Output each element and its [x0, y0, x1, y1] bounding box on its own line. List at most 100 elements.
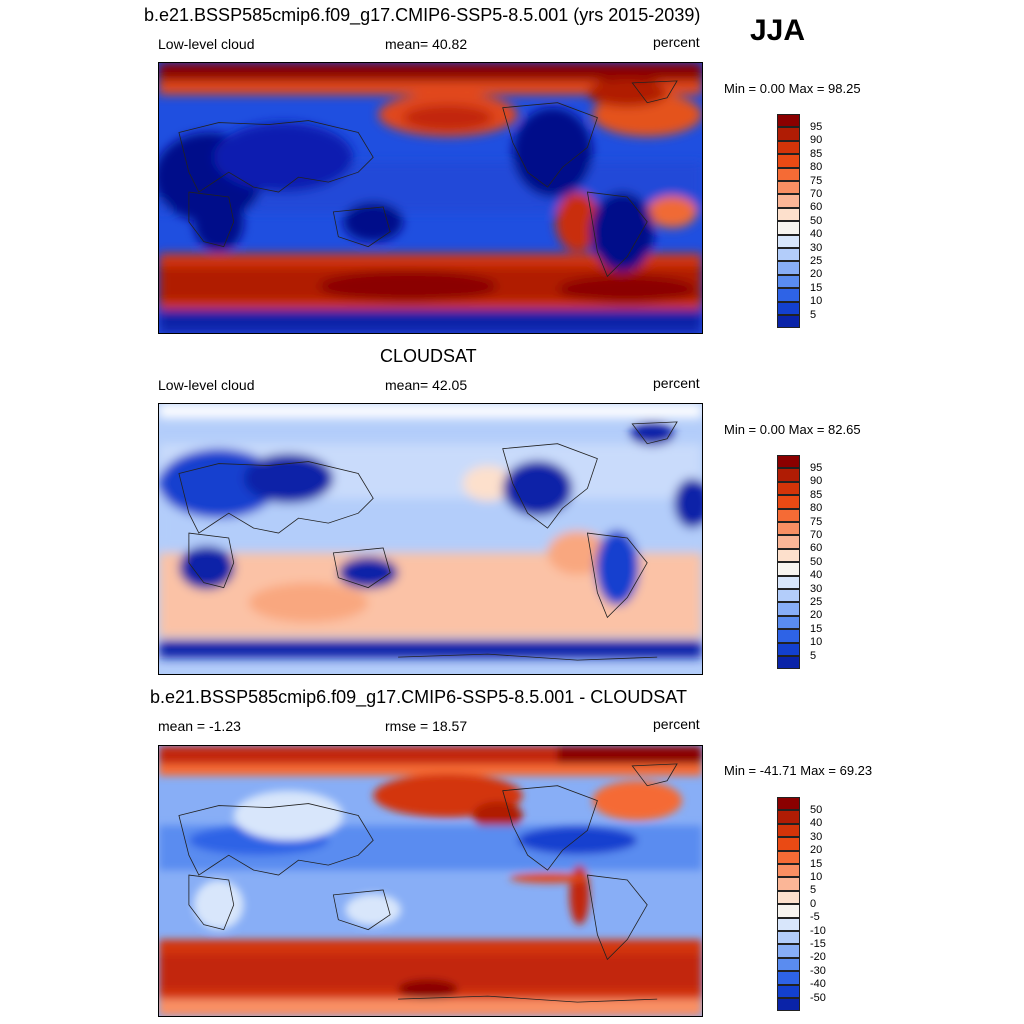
panel1-colorbar-swatch [777, 234, 800, 248]
panel1-colorbar-swatch [777, 301, 800, 315]
panel1-colorbar-label: 90 [810, 134, 823, 147]
panel3-colorbar-label: 5 [810, 884, 817, 897]
panel3-rmse-label: rmse = 18.57 [385, 718, 468, 734]
panel2-colorbar-swatch [777, 468, 800, 482]
panel1-colorbar-swatch [777, 181, 800, 195]
panel1-colorbar-swatch [777, 315, 800, 329]
panel1-colorbar-label: 60 [810, 201, 823, 214]
panel1-minmax: Min = 0.00 Max = 98.25 [724, 81, 861, 96]
panel2-colorbar-swatch [777, 481, 800, 496]
panel1-colorbar-swatch [777, 248, 800, 262]
panel2-colorbar-label: 25 [810, 596, 823, 608]
panel3-colorbar-swatch [777, 823, 800, 838]
panel1-colorbar-label: 80 [810, 161, 823, 174]
panel3-colorbar-swatch [777, 797, 800, 811]
panel2-title: CLOUDSAT [380, 346, 477, 366]
panel3-colorbar-label: 15 [810, 857, 823, 870]
panel2-colorbar-swatch [777, 575, 800, 589]
panel1-mean-label: mean= 40.82 [385, 36, 468, 52]
panel3-colorbar-swatch [777, 931, 800, 945]
panel2-colorbar-swatch [777, 615, 800, 630]
panel1-colorbar-swatch [777, 261, 800, 275]
panel1-map [158, 62, 703, 334]
panel2-colorbar-swatch [777, 589, 800, 603]
panel2-colorbar-label: 60 [810, 542, 823, 555]
panel2-colorbar-label: 75 [810, 515, 823, 528]
panel1-colorbar-swatch [777, 207, 800, 222]
panel1-colorbar-swatch [777, 167, 800, 181]
panel3-colorbar-swatch [777, 971, 800, 985]
panel2-colorbar-swatch [777, 495, 800, 509]
panel1-colorbar-label: 20 [810, 268, 823, 281]
panel3-title: b.e21.BSSP585cmip6.f09_g17.CMIP6-SSP5-8.… [150, 687, 687, 707]
panel3-colorbar-label: -10 [810, 924, 826, 937]
panel3-colorbar-swatch [777, 850, 800, 864]
panel1-variable-label: Low-level cloud [158, 36, 255, 52]
panel2-colorbar-swatch [777, 508, 800, 522]
panel1-colorbar-label: 25 [810, 255, 823, 267]
panel3-colorbar-label: 30 [810, 830, 823, 843]
panel2-mean-label: mean= 42.05 [385, 377, 468, 393]
panel1-colorbar-label: 50 [810, 214, 823, 227]
panel1-colorbar-label: 15 [810, 281, 823, 294]
panel1-colorbar-swatch [777, 127, 800, 141]
panel1-colorbar-label: 85 [810, 147, 823, 160]
panel2-colorbar-swatch [777, 455, 800, 469]
panel3-colorbar-swatch [777, 957, 800, 972]
panel3-colorbar-label: -5 [810, 911, 820, 924]
panel3-map [158, 745, 703, 1017]
panel3-colorbar-label: 0 [810, 897, 817, 910]
panel2-colorbar-label: 90 [810, 475, 823, 488]
panel2-colorbar-swatch [777, 535, 800, 549]
panel3-colorbar-swatch [777, 890, 800, 905]
panel2-colorbar-swatch [777, 629, 800, 643]
panel3-colorbar-label: -30 [810, 964, 826, 977]
panel2-colorbar-label: 70 [810, 529, 823, 541]
panel1-colorbar-label: 75 [810, 174, 823, 187]
panel2-colorbar-swatch [777, 642, 800, 656]
panel1-colorbar-swatch [777, 221, 800, 235]
panel2-colorbar-label: 5 [810, 649, 817, 662]
panel2-colorbar-label: 10 [810, 636, 823, 649]
panel1-colorbar-label: 70 [810, 188, 823, 200]
panel2-colorbar-label: 30 [810, 582, 823, 595]
panel3-colorbar-swatch [777, 864, 800, 878]
panel3-colorbar-label: -15 [810, 938, 826, 950]
panel2-colorbar-swatch [777, 602, 800, 616]
panel1-colorbar-swatch [777, 114, 800, 128]
panel1-colorbar-swatch [777, 154, 800, 168]
panel2-units-label: percent [653, 375, 700, 391]
panel3-minmax: Min = -41.71 Max = 69.23 [724, 763, 873, 778]
panel2-colorbar-label: 80 [810, 502, 823, 515]
panel3-colorbar-swatch [777, 998, 800, 1012]
panel2-colorbar-label: 85 [810, 488, 823, 501]
panel3-colorbar-label: 40 [810, 817, 823, 830]
panel3-colorbar-swatch [777, 877, 800, 891]
panel3-colorbar-label: -40 [810, 978, 826, 991]
panel2-colorbar-label: 40 [810, 569, 823, 582]
panel3-colorbar-swatch [777, 810, 800, 824]
panel1-colorbar-label: 95 [810, 121, 823, 133]
panel3-colorbar-label: -50 [810, 991, 826, 1004]
panel1-units-label: percent [653, 34, 700, 50]
panel3-colorbar-swatch [777, 984, 800, 998]
panel2-colorbar-swatch [777, 522, 800, 536]
panel2-minmax: Min = 0.00 Max = 82.65 [724, 422, 861, 437]
panel2-colorbar-swatch [777, 548, 800, 563]
panel3-units-label: percent [653, 716, 700, 732]
panel1-colorbar-swatch [777, 140, 800, 155]
panel2-colorbar-label: 15 [810, 622, 823, 635]
panel3-colorbar-label: 50 [810, 804, 823, 816]
panel2-colorbar-swatch [777, 656, 800, 670]
panel2-colorbar-label: 20 [810, 609, 823, 622]
panel3-mean-label: mean = -1.23 [158, 718, 241, 734]
panel3-colorbar-label: 20 [810, 844, 823, 857]
panel1-title: b.e21.BSSP585cmip6.f09_g17.CMIP6-SSP5-8.… [144, 5, 701, 25]
panel1-colorbar-label: 30 [810, 241, 823, 254]
panel3-colorbar-label: 10 [810, 871, 823, 883]
panel2-colorbar-label: 95 [810, 462, 823, 474]
panel1-colorbar-swatch [777, 194, 800, 208]
panel2-colorbar-swatch [777, 562, 800, 576]
season-label: JJA [750, 14, 806, 47]
panel3-colorbar-swatch [777, 944, 800, 958]
